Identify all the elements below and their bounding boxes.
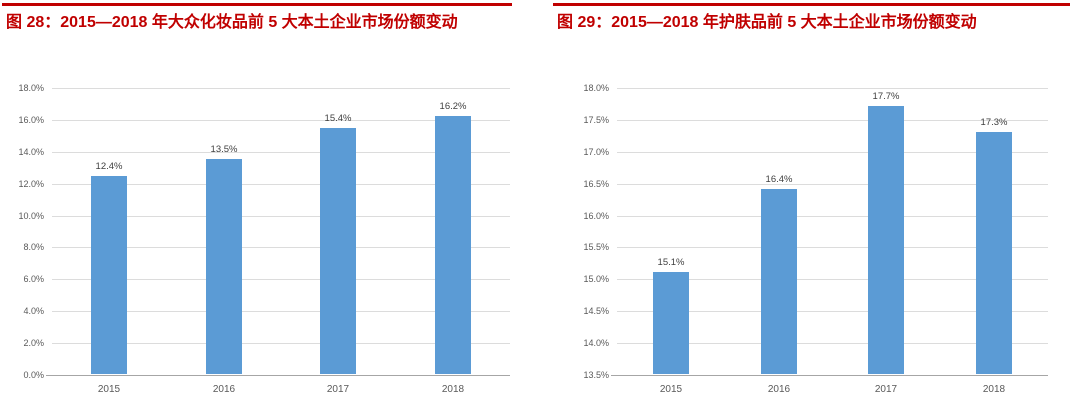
- bar: [206, 159, 242, 374]
- y-tick-label: 18.0%: [583, 83, 609, 93]
- figure-28-bar-chart: 12.4% 2015 13.5% 2016 15.4% 2017 16.2% 2018 0.0%…: [2, 83, 512, 405]
- y-tick-label: 13.5%: [583, 370, 609, 380]
- gridline: [617, 184, 1048, 185]
- gridline: [617, 343, 1048, 344]
- y-tick-label: 17.5%: [583, 115, 609, 125]
- gridline: [52, 343, 510, 344]
- gridline: [617, 88, 1048, 89]
- y-tick-label: 12.0%: [18, 179, 44, 189]
- x-tick-label: 2018: [982, 384, 1006, 395]
- x-axis-line: [46, 375, 510, 376]
- gridline: [617, 311, 1048, 312]
- figure-28-panel: 图 28：2015—2018 年大众化妆品前 5 大本土企业市场份额变动 12.…: [2, 0, 512, 408]
- figure-29-title: 图 29：2015—2018 年护肤品前 5 大本土企业市场份额变动: [557, 14, 977, 31]
- figure-29-bar-chart: 15.1% 2015 16.4% 2016 17.7% 2017 17.3% 2018 13.5…: [553, 83, 1070, 405]
- y-tick-label: 14.0%: [18, 147, 44, 157]
- y-tick-label: 15.0%: [583, 274, 609, 284]
- y-tick-label: 14.0%: [583, 338, 609, 348]
- figure-29-panel: 图 29：2015—2018 年护肤品前 5 大本土企业市场份额变动 15.1%…: [553, 0, 1070, 408]
- y-tick-label: 14.5%: [583, 306, 609, 316]
- y-tick-label: 15.5%: [583, 242, 609, 252]
- gridline: [617, 120, 1048, 121]
- y-tick-label: 2.0%: [23, 338, 44, 348]
- bar-value-label: 16.2%: [439, 101, 467, 112]
- bar-value-label: 16.4%: [765, 174, 793, 185]
- bar: [653, 272, 689, 374]
- x-tick-label: 2018: [441, 384, 465, 395]
- bar-value-label: 17.3%: [980, 117, 1008, 128]
- y-tick-label: 16.0%: [18, 115, 44, 125]
- bar: [976, 132, 1012, 374]
- plot-area: 15.1% 2015 16.4% 2016 17.7% 2017 17.3% 2018: [611, 88, 1048, 395]
- bar-value-label: 12.4%: [95, 161, 123, 172]
- x-tick-label: 2016: [767, 384, 791, 395]
- gridline: [52, 88, 510, 89]
- gridline: [52, 152, 510, 153]
- figure-29-top-rule: [553, 3, 1070, 6]
- bar-value-label: 15.1%: [657, 257, 685, 268]
- x-tick-label: 2017: [874, 384, 898, 395]
- bar-value-label: 15.4%: [324, 113, 352, 124]
- bar-value-label: 17.7%: [872, 91, 900, 102]
- bar: [91, 176, 127, 374]
- gridline: [617, 279, 1048, 280]
- y-tick-label: 16.5%: [583, 179, 609, 189]
- gridline: [617, 152, 1048, 153]
- gridline: [52, 120, 510, 121]
- x-axis-line: [611, 375, 1048, 376]
- gridline: [617, 247, 1048, 248]
- gridline: [52, 279, 510, 280]
- y-tick-label: 6.0%: [23, 274, 44, 284]
- gridline: [52, 311, 510, 312]
- bar-value-label: 13.5%: [210, 144, 238, 155]
- gridline: [52, 247, 510, 248]
- y-tick-label: 17.0%: [583, 147, 609, 157]
- y-tick-label: 18.0%: [18, 83, 44, 93]
- y-tick-label: 4.0%: [23, 306, 44, 316]
- y-tick-label: 10.0%: [18, 211, 44, 221]
- figure-28-top-rule: [2, 3, 512, 6]
- y-tick-label: 8.0%: [23, 242, 44, 252]
- gridline: [52, 184, 510, 185]
- bar: [320, 128, 356, 374]
- x-tick-label: 2016: [212, 384, 236, 395]
- bar: [868, 106, 904, 374]
- figure-28-title: 图 28：2015—2018 年大众化妆品前 5 大本土企业市场份额变动: [6, 14, 458, 31]
- plot-area: 12.4% 2015 13.5% 2016 15.4% 2017 16.2% 2018: [46, 88, 510, 395]
- x-tick-label: 2015: [659, 384, 683, 395]
- gridline: [52, 216, 510, 217]
- y-tick-label: 16.0%: [583, 211, 609, 221]
- bar: [435, 116, 471, 374]
- bar: [761, 189, 797, 374]
- gridline: [617, 216, 1048, 217]
- x-tick-label: 2017: [326, 384, 350, 395]
- x-tick-label: 2015: [97, 384, 121, 395]
- y-tick-label: 0.0%: [23, 370, 44, 380]
